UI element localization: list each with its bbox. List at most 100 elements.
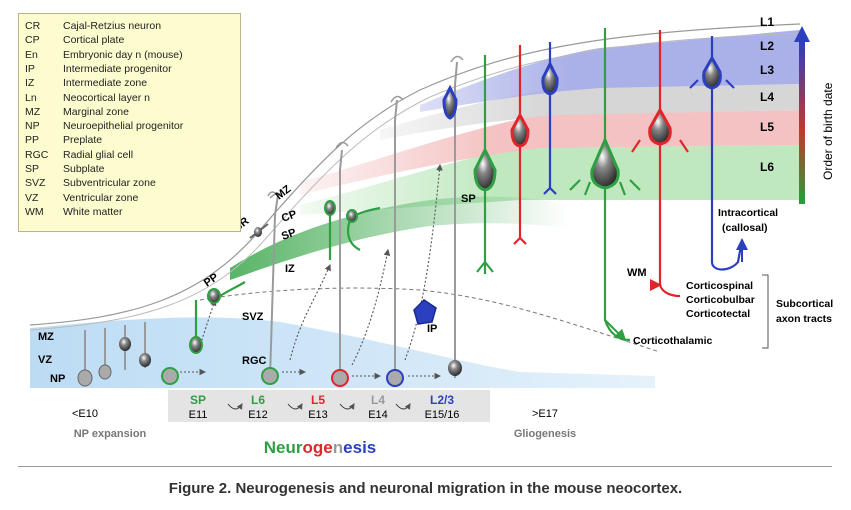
timeline-layer-label: SP (190, 393, 206, 407)
neurogenesis-letter: i (362, 438, 367, 457)
timeline-late-phase: Gliogenesis (514, 428, 576, 440)
legend-row: Ln Neocortical layer n (25, 92, 150, 105)
birth-order-arrowhead (794, 26, 810, 42)
figure-caption: Figure 2. Neurogenesis and neuronal migr… (168, 480, 683, 497)
legend-row: SP Subplate (25, 163, 104, 176)
zone-svz: SVZ (242, 311, 264, 323)
layer-label-l2: L2 (760, 39, 774, 53)
legend-row: CP Cortical plate (25, 34, 124, 47)
tract-corticothalamic: Corticothalamic (633, 335, 713, 347)
corticothalamic-axon (604, 319, 627, 342)
legend-row: IP Intermediate progenitor (25, 63, 172, 76)
timeline-day-label: E12 (248, 409, 268, 421)
timeline-day-label: E15/16 (425, 409, 460, 421)
zone-sp-mature: SP (461, 193, 476, 205)
legend-row: VZ Ventricular zone (25, 192, 138, 205)
legend-text: White matter (63, 205, 123, 218)
neurogenesis-letter: s (353, 438, 362, 457)
neurogenesis-letter: e (276, 438, 285, 457)
timeline-early-day: <E10 (72, 408, 98, 420)
neurogenesis-letter: g (313, 438, 323, 457)
legend-text: Radial glial cell (63, 148, 134, 161)
birth-order-label: Order of birth date (821, 82, 835, 180)
legend-row: NP Neuroepithelial progenitor (25, 120, 183, 133)
l4-band (380, 84, 800, 140)
tract-subcortical-2: axon tracts (776, 313, 832, 325)
timeline-layer-label: L2/3 (430, 393, 454, 407)
mz-inner-line (29, 32, 801, 331)
timeline-layer-label: L5 (311, 393, 325, 407)
legend-text: Cajal-Retzius neuron (63, 20, 162, 32)
cr-neuron (249, 223, 269, 239)
blue-somata (413, 54, 722, 325)
birth-order-bar (799, 40, 805, 204)
timeline-layer-label: L6 (251, 393, 265, 407)
zone-ip: IP (427, 323, 437, 335)
legend-text: Subventricular zone (63, 177, 156, 190)
tract-intracortical-2: (callosal) (722, 222, 768, 234)
legend-text: Marginal zone (63, 105, 129, 118)
neurogenesis-letter: n (333, 438, 343, 457)
progenitor-cells (77, 337, 462, 387)
neurogenesis-letter: u (285, 438, 295, 457)
l23-band (420, 30, 800, 112)
legend-row: SVZ Subventricular zone (25, 177, 156, 190)
zone-iz: IZ (285, 263, 295, 275)
legend-row: PP Preplate (25, 134, 102, 147)
caption-divider (18, 466, 832, 467)
legend-abbr: IP (25, 62, 35, 75)
tract-corticobulbar: Corticobulbar (686, 294, 755, 306)
legend-abbr: PP (25, 134, 40, 147)
neurogenesis-letter: e (343, 438, 352, 457)
legend-abbr: RGC (25, 148, 49, 161)
zone-rgc: RGC (242, 355, 267, 367)
legend-abbr: En (25, 48, 38, 61)
timeline-day-label: E13 (308, 409, 328, 421)
subcortical-bracket (762, 274, 769, 349)
legend-row: IZ Intermediate zone (25, 77, 147, 90)
neurogenesis-letter: o (302, 438, 312, 457)
zone-wm: WM (627, 267, 647, 279)
legend-abbr: CR (25, 20, 41, 32)
legend-row: CR Cajal-Retzius neuron (25, 20, 161, 33)
legend-abbr: WM (25, 205, 44, 218)
zone-pp: PP (202, 271, 221, 289)
legend-abbr: Ln (25, 91, 37, 104)
legend-text: Preplate (63, 134, 103, 147)
layer-label-l5: L5 (760, 120, 774, 134)
l5-band (300, 110, 800, 195)
zone-vz: VZ (38, 354, 52, 366)
layer-label-l6: L6 (760, 160, 774, 174)
timeline-layer-label: L4 (371, 393, 385, 407)
legend-row: En Embryonic day n (mouse) (25, 49, 183, 62)
legend-abbr: VZ (25, 191, 39, 204)
neurogenesis-word: Neurogenesis (264, 438, 377, 457)
abbreviation-legend: CR Cajal-Retzius neuron CP Cortical plate En… (18, 13, 241, 232)
layer-label-l1: L1 (760, 15, 774, 29)
legend-row: MZ Marginal zone (25, 106, 129, 119)
legend-abbr: NP (25, 120, 40, 133)
timeline-day-label: E11 (189, 409, 208, 421)
legend-text: Embryonic day n (mouse) (63, 48, 183, 61)
tract-corticotectal: Corticotectal (686, 308, 750, 320)
legend-text: Cortical plate (63, 34, 125, 47)
glial-endfeet (267, 55, 464, 199)
neurogenesis-letter: N (264, 438, 276, 457)
timeline-band (168, 390, 490, 422)
green-somata (189, 136, 620, 354)
timeline-arrows (227, 403, 411, 410)
l5-neurons (513, 30, 689, 298)
legend-row: WM White matter (25, 206, 123, 219)
tract-corticospinal: Corticospinal (686, 280, 753, 292)
legend-abbr: CP (25, 34, 40, 47)
neurogenesis-letter: e (323, 438, 332, 457)
timeline-slots: SP E11 L6 E12 L5 E13 L4 E14 L2/3 E15/16 (189, 393, 460, 421)
neurogenesis-letter: r (296, 438, 303, 457)
timeline-late-day: >E17 (532, 408, 558, 420)
timeline-early-phase: NP expansion (74, 428, 147, 440)
tract-intracortical-1: Intracortical (718, 207, 778, 219)
red-somata (510, 106, 672, 148)
neocortex-diagram: L1 L2 L3 L4 L5 L6 Order of birth date MZ… (29, 15, 835, 457)
legend-text: Ventricular zone (63, 191, 139, 204)
zone-np: NP (50, 373, 65, 385)
